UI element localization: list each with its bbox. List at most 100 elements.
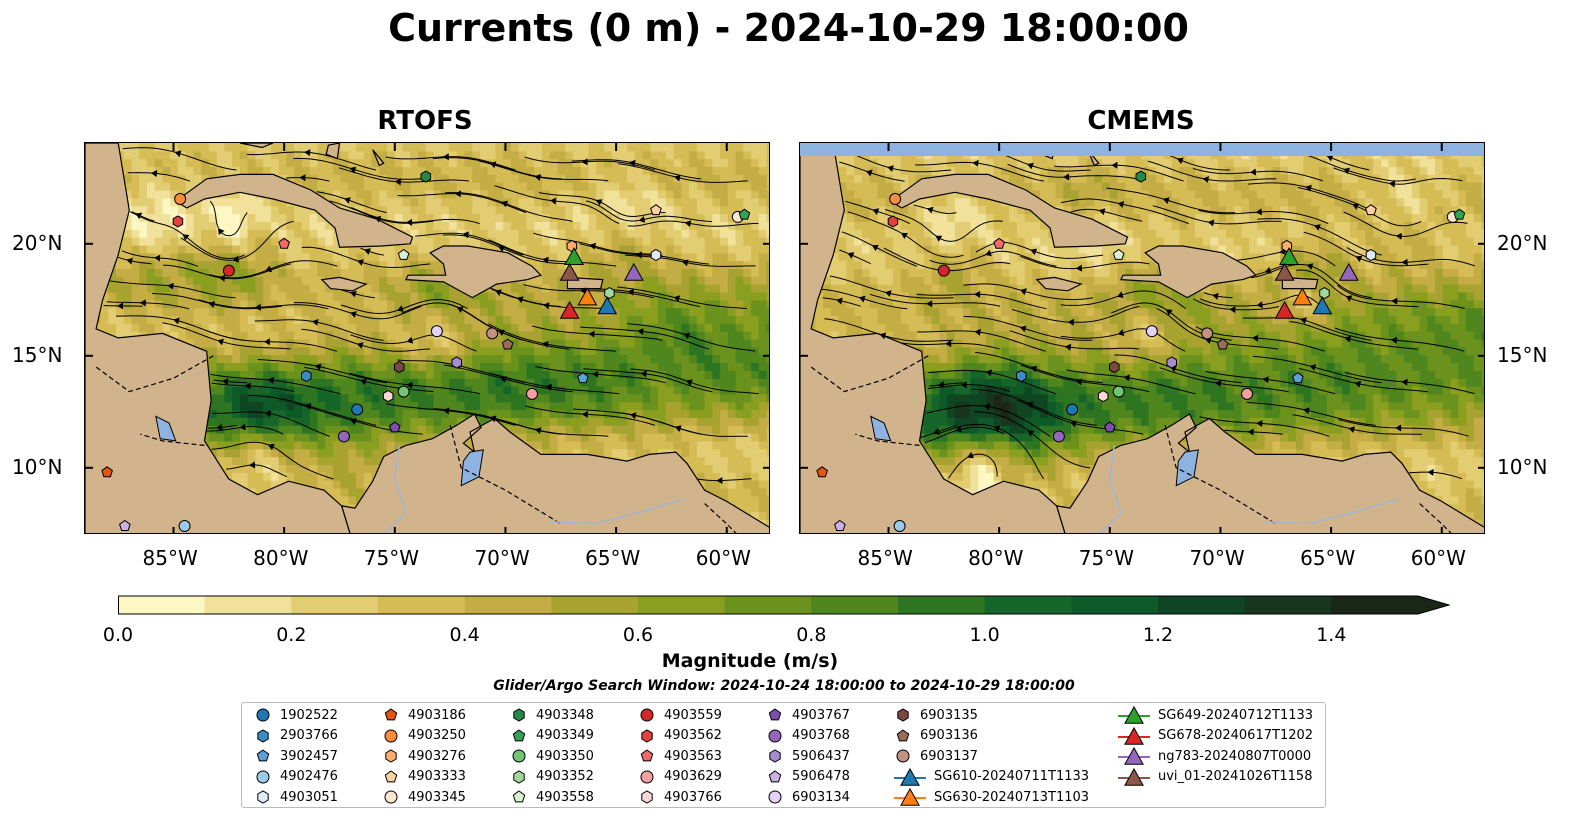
- cmems-streamline-arrow-42: [1117, 329, 1125, 336]
- cmems-streamline-arrow-86: [1388, 180, 1396, 188]
- rtofs-marker-2903766: [301, 369, 312, 383]
- rtofs-streamline-67: [525, 405, 656, 426]
- cmems-streamline-63: [1198, 209, 1329, 224]
- legend-swatch: [513, 708, 525, 722]
- rtofs-streamline-84: [627, 323, 756, 352]
- legend-marker: [896, 749, 910, 763]
- rtofs-streamline-arrow-9: [167, 282, 174, 290]
- rtofs-streamline-21: [212, 411, 330, 437]
- cmems-streamline-57: [1147, 160, 1277, 182]
- cmems-streamline-arrow-20: [993, 425, 1001, 432]
- rtofs-streamline-29: [254, 319, 384, 341]
- rtofs-streamline-arrow-61: [545, 383, 552, 391]
- cmems-streamline-arrow-60: [1251, 334, 1259, 342]
- legend-label: 4903349: [536, 728, 594, 743]
- legend-swatch: [512, 790, 526, 803]
- cmems-streamline-arrow-37: [1067, 318, 1074, 326]
- rtofs-streamline-64: [488, 239, 617, 267]
- legend-marker: [900, 788, 920, 806]
- rtofs-streamline-68: [535, 366, 666, 384]
- cmems-streamline-85: [1343, 211, 1468, 237]
- rtofs-streamline-arrow-63: [543, 302, 550, 310]
- cmems-marker-5906478: [834, 519, 846, 531]
- rtofs-streamline-23: [207, 330, 338, 352]
- legend-swatch: [257, 728, 269, 743]
- cmems-streamline-82: [1334, 327, 1465, 352]
- legend-marker: [768, 708, 782, 721]
- legend-label: 4903768: [792, 728, 850, 743]
- rtofs-streamline-79: [585, 200, 713, 222]
- colorbar-segment: [811, 596, 899, 614]
- cmems-streamline-arrow-72: [1348, 426, 1355, 433]
- legend-label: 4903051: [280, 789, 338, 805]
- rtofs-streamline-3: [106, 301, 190, 310]
- legend-swatch: [1118, 706, 1150, 724]
- cmems-streamline-arrow-51: [1247, 428, 1254, 436]
- cmems-streamline-45: [1054, 164, 1184, 182]
- rtofs-land-hispaniola: [404, 245, 543, 299]
- panel-title-cmems: CMEMS: [1087, 106, 1195, 136]
- cmems-streamline-arrow-25: [985, 249, 992, 257]
- legend-swatch: [769, 749, 781, 763]
- legend-swatch: [768, 708, 782, 721]
- legend-label: 6903137: [920, 748, 978, 764]
- rtofs-streamline-24: [198, 299, 329, 310]
- cmems-marker-4903559: [937, 264, 950, 277]
- rtofs-streamline-arrow-0: [117, 302, 124, 310]
- colorbar-segment: [291, 596, 379, 614]
- cmems-streamline-72: [1292, 414, 1423, 435]
- legend-item: 5906437: [766, 746, 850, 766]
- cmems-streamline-34: [1017, 399, 1144, 435]
- cmems-marker-4903352: [1319, 287, 1330, 300]
- legend-marker: [513, 769, 525, 784]
- cmems-streamline-30: [963, 316, 1093, 341]
- rtofs-marker-SG649-20240712T1133: [564, 247, 585, 266]
- rtofs-streamline-arrow-48: [456, 306, 464, 313]
- rtofs-streamline-arrow-86: [681, 259, 689, 267]
- cmems-marker-4903767: [1104, 421, 1116, 433]
- rtofs-streamline-81: [698, 478, 752, 482]
- cmems-streamline-arrow-26: [972, 159, 979, 167]
- rtofs-streamline-arrow-11: [218, 228, 225, 235]
- rtofs-streamline-arrow-15: [244, 382, 251, 390]
- legend-marker: [384, 708, 398, 721]
- legend-label: 4903250: [408, 728, 466, 743]
- rtofs-river-orinoco: [549, 498, 683, 525]
- panel-title-rtofs: RTOFS: [377, 106, 473, 136]
- rtofs-streamline-arrow-52: [442, 153, 449, 161]
- legend-swatch: [385, 749, 397, 763]
- cmems-streamline-8: [824, 318, 953, 342]
- rtofs-border-0: [95, 355, 214, 393]
- rtofs-streamline-19: [180, 220, 294, 261]
- legend-item: 4903767: [766, 705, 850, 725]
- rtofs-streamline-arrow-8: [173, 317, 180, 325]
- cmems-land-hispaniola: [1119, 245, 1258, 299]
- legend-item: 4903352: [510, 767, 594, 787]
- rtofs-river-magdalena: [384, 445, 407, 533]
- cmems-streamline-arrow-57: [1202, 176, 1209, 183]
- cmems-streamline-arrow-3: [871, 244, 879, 252]
- legend-swatch: [897, 708, 909, 722]
- cmems-streamline-38: [1020, 255, 1150, 270]
- cmems-streamline-37: [1011, 305, 1140, 323]
- cmems-streamline-arrow-83: [1391, 297, 1398, 305]
- rtofs-marker-5906478: [119, 519, 131, 531]
- rtofs-streamline-72: [538, 192, 666, 218]
- legend-marker: [513, 708, 525, 722]
- legend-item: 4903558: [510, 787, 594, 807]
- legend-item: 4903563: [638, 746, 722, 766]
- map-panel-cmems[interactable]: [799, 142, 1485, 534]
- cmems-streamline-arrow-58: [1256, 420, 1263, 427]
- colorbar-tick-label: 0.0: [102, 624, 134, 646]
- rtofs-streamline-1: [117, 256, 152, 265]
- cmems-streamline-80: [1338, 419, 1469, 437]
- cmems-streamline-arrow-24: [974, 290, 981, 298]
- cmems-streamline-arrow-50: [1176, 157, 1184, 165]
- cmems-streamline-65: [1246, 401, 1376, 426]
- map-panel-rtofs[interactable]: [84, 142, 770, 534]
- legend-swatch: [384, 769, 398, 782]
- legend-marker: [384, 769, 398, 782]
- cmems-marker-4903051: [1365, 248, 1377, 262]
- cmems-land: [800, 143, 1484, 533]
- cmems-streamline-arrow-63: [1255, 208, 1262, 216]
